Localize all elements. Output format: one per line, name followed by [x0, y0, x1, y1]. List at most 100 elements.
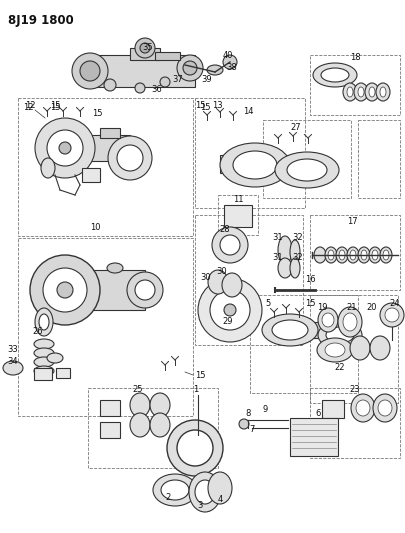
- Bar: [18, 238, 193, 416]
- Bar: [218, 195, 258, 235]
- Ellipse shape: [195, 480, 215, 504]
- Ellipse shape: [275, 152, 339, 188]
- Ellipse shape: [358, 247, 370, 263]
- Text: 23: 23: [350, 385, 360, 394]
- Ellipse shape: [318, 308, 338, 332]
- Ellipse shape: [343, 313, 357, 331]
- Bar: [224, 205, 252, 227]
- Text: 22: 22: [335, 364, 345, 373]
- Ellipse shape: [318, 321, 362, 349]
- Bar: [85, 55, 195, 87]
- Circle shape: [59, 142, 71, 154]
- Bar: [290, 322, 340, 338]
- Text: 28: 28: [220, 225, 230, 235]
- Bar: [310, 295, 398, 403]
- Bar: [220, 155, 290, 173]
- Text: 31: 31: [273, 254, 283, 262]
- Ellipse shape: [378, 400, 392, 416]
- Bar: [263, 120, 351, 198]
- Ellipse shape: [287, 159, 327, 181]
- Ellipse shape: [317, 338, 353, 362]
- Text: 12: 12: [23, 103, 33, 112]
- Text: 15: 15: [200, 103, 210, 112]
- Ellipse shape: [272, 320, 308, 340]
- Circle shape: [72, 53, 108, 89]
- Text: 36: 36: [151, 85, 162, 94]
- Text: 38: 38: [227, 62, 237, 71]
- Circle shape: [135, 280, 155, 300]
- Bar: [155, 52, 180, 60]
- Text: 15: 15: [92, 109, 102, 117]
- Ellipse shape: [220, 143, 290, 187]
- Ellipse shape: [290, 258, 300, 278]
- Ellipse shape: [189, 472, 221, 512]
- Ellipse shape: [34, 357, 54, 367]
- Text: 11: 11: [233, 196, 243, 205]
- Ellipse shape: [314, 247, 326, 263]
- Ellipse shape: [290, 240, 300, 264]
- Ellipse shape: [35, 308, 53, 336]
- Bar: [322, 400, 344, 418]
- Circle shape: [177, 55, 203, 81]
- Ellipse shape: [34, 348, 54, 358]
- Ellipse shape: [383, 250, 389, 260]
- Ellipse shape: [47, 353, 63, 363]
- Circle shape: [160, 77, 170, 87]
- Text: 7: 7: [249, 425, 255, 434]
- Ellipse shape: [130, 393, 150, 417]
- Text: 13: 13: [212, 101, 222, 110]
- Circle shape: [385, 308, 399, 322]
- Bar: [88, 388, 218, 468]
- Text: 1: 1: [193, 385, 198, 394]
- Circle shape: [47, 130, 83, 166]
- Ellipse shape: [365, 83, 379, 101]
- Ellipse shape: [3, 361, 23, 375]
- Ellipse shape: [34, 366, 54, 376]
- Text: 25: 25: [133, 385, 143, 394]
- Text: 20: 20: [367, 303, 377, 312]
- Circle shape: [210, 290, 250, 330]
- Ellipse shape: [350, 250, 356, 260]
- Bar: [18, 98, 193, 236]
- Text: 32: 32: [293, 254, 303, 262]
- Ellipse shape: [372, 250, 378, 260]
- Text: 15: 15: [305, 298, 315, 308]
- Text: 34: 34: [8, 358, 18, 367]
- Circle shape: [108, 136, 152, 180]
- Ellipse shape: [325, 343, 345, 357]
- Ellipse shape: [313, 63, 357, 87]
- Ellipse shape: [369, 247, 381, 263]
- Text: 30: 30: [217, 268, 227, 277]
- Ellipse shape: [336, 247, 348, 263]
- Text: 30: 30: [201, 273, 211, 282]
- Text: 15: 15: [50, 101, 60, 110]
- Text: 17: 17: [347, 217, 357, 227]
- Bar: [195, 98, 305, 208]
- Bar: [310, 55, 400, 115]
- Ellipse shape: [150, 413, 170, 437]
- Circle shape: [30, 255, 100, 325]
- Circle shape: [135, 38, 155, 58]
- Ellipse shape: [328, 250, 334, 260]
- Circle shape: [183, 61, 197, 75]
- Ellipse shape: [222, 273, 242, 297]
- Text: 39: 39: [202, 76, 212, 85]
- Text: 15: 15: [195, 101, 205, 110]
- Text: 21: 21: [347, 303, 357, 312]
- Ellipse shape: [278, 258, 292, 278]
- Text: 40: 40: [223, 52, 233, 61]
- Circle shape: [212, 227, 248, 263]
- Ellipse shape: [351, 394, 375, 422]
- Text: 14: 14: [243, 108, 253, 117]
- Ellipse shape: [347, 87, 353, 97]
- Bar: [310, 388, 400, 458]
- Ellipse shape: [177, 430, 213, 466]
- Ellipse shape: [208, 270, 228, 294]
- Circle shape: [220, 235, 240, 255]
- Text: 8: 8: [245, 408, 251, 417]
- Circle shape: [117, 145, 143, 171]
- Bar: [290, 418, 338, 456]
- Text: 9: 9: [262, 406, 268, 415]
- Text: 16: 16: [305, 276, 315, 285]
- Text: 33: 33: [8, 345, 18, 354]
